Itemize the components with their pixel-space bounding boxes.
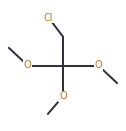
Text: Cl: Cl: [44, 13, 53, 23]
Text: O: O: [94, 61, 102, 70]
Text: O: O: [24, 61, 32, 70]
Text: O: O: [59, 91, 67, 101]
